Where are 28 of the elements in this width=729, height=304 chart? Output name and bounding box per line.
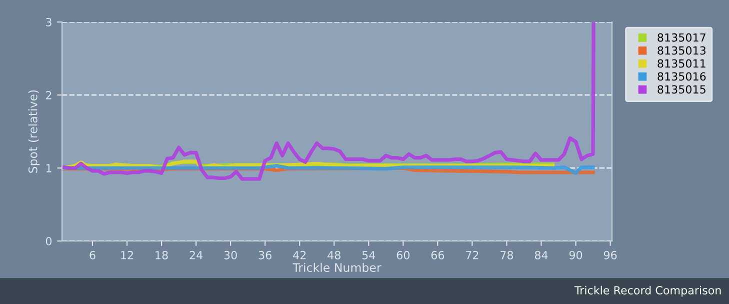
x-tick-label: 42 bbox=[293, 250, 306, 260]
x-tick-label: 90 bbox=[569, 250, 582, 260]
legend-label: 8135017 bbox=[658, 33, 706, 42]
legend-label: 8135013 bbox=[658, 46, 706, 55]
y-tick-label: 1 bbox=[46, 164, 52, 172]
x-tick-label: 54 bbox=[362, 251, 376, 260]
x-tick-label: 60 bbox=[396, 250, 410, 260]
x-tick-label: 30 bbox=[224, 250, 237, 260]
x-tick-label: 24 bbox=[190, 250, 202, 260]
x-tick-label: 18 bbox=[156, 250, 168, 260]
x-tick-label: 36 bbox=[258, 250, 272, 260]
x-tick-label: 66 bbox=[431, 250, 444, 260]
x-tick-label: 96 bbox=[604, 250, 617, 260]
x-tick-label: 12 bbox=[121, 250, 133, 260]
y-axis-title: Spot (relative) bbox=[28, 90, 40, 173]
x-tick-label: 72 bbox=[466, 250, 478, 260]
x-tick-label: 84 bbox=[534, 250, 548, 260]
x-axis-title: Trickle Number bbox=[292, 262, 382, 272]
text: Trickle Record Comparison bbox=[574, 286, 721, 297]
legend-label: 8135015 bbox=[658, 85, 706, 94]
legend-label: 8135011 bbox=[658, 59, 706, 68]
x-tick-label: 6 bbox=[90, 250, 96, 260]
y-tick-label: 0 bbox=[46, 236, 52, 246]
legend-label: 8135016 bbox=[658, 72, 706, 81]
x-tick-label: 78 bbox=[500, 250, 514, 260]
y-tick-label: 2 bbox=[46, 90, 52, 100]
x-tick-label: 48 bbox=[328, 250, 340, 260]
y-tick-label: 3 bbox=[46, 18, 52, 26]
